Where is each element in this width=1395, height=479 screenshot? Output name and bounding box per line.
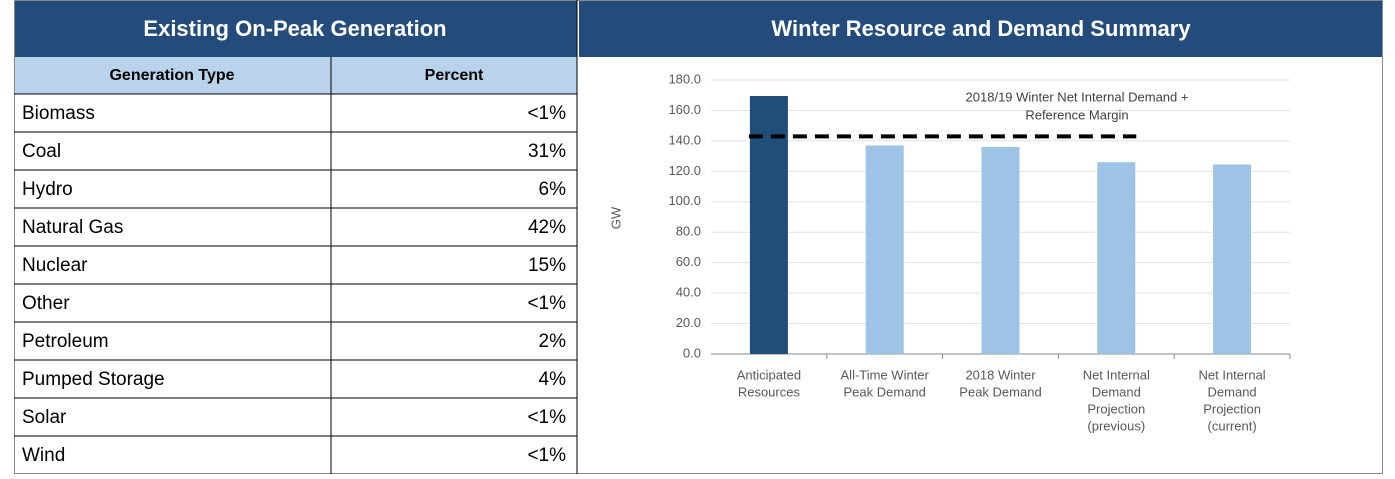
cell: Nuclear <box>22 255 88 276</box>
x-tick-label: Projection <box>1087 401 1145 416</box>
cell: <1% <box>527 445 566 466</box>
bar <box>1213 164 1252 354</box>
bar <box>1097 162 1136 354</box>
x-tick-label: (previous) <box>1087 418 1145 433</box>
bar <box>865 145 904 354</box>
y-tick-label: 0.0 <box>683 345 701 360</box>
cell: Coal <box>22 141 61 162</box>
cell: 42% <box>528 217 566 238</box>
cell: 2% <box>539 331 567 352</box>
cell: Petroleum <box>22 331 109 352</box>
cell: Hydro <box>22 179 73 200</box>
y-tick-label: 20.0 <box>676 315 701 330</box>
x-tick-label: Demand <box>1208 384 1257 399</box>
chart-header <box>579 0 1383 57</box>
y-tick-label: 60.0 <box>676 254 701 269</box>
cell: 6% <box>539 179 567 200</box>
y-tick-label: 120.0 <box>668 163 701 178</box>
x-tick-label: All-Time Winter <box>841 367 930 382</box>
bar <box>749 95 788 354</box>
cell: <1% <box>527 103 566 124</box>
y-tick-label: 80.0 <box>676 224 701 239</box>
cell: Biomass <box>22 103 95 124</box>
chart-title: Winter Resource and Demand Summary <box>771 16 1191 41</box>
x-tick-label: Net Internal <box>1083 367 1150 382</box>
cell: 31% <box>528 141 566 162</box>
bar <box>981 146 1020 354</box>
x-tick-label: Peak Demand <box>844 384 926 399</box>
cell: Wind <box>22 445 65 466</box>
x-tick-label: (current) <box>1208 418 1257 433</box>
y-tick-label: 180.0 <box>668 71 701 86</box>
annotation: Reference Margin <box>1025 107 1128 122</box>
cell: <1% <box>527 407 566 428</box>
cell: Natural Gas <box>22 217 123 238</box>
cell: 15% <box>528 255 566 276</box>
y-axis-label: GW <box>608 206 623 229</box>
x-tick-label: Demand <box>1092 384 1141 399</box>
x-tick-label: Resources <box>738 384 801 399</box>
cell: <1% <box>527 293 566 314</box>
y-tick-label: 100.0 <box>668 193 701 208</box>
x-tick-label: Peak Demand <box>959 384 1041 399</box>
cell: Pumped Storage <box>22 369 165 390</box>
cell: Other <box>22 293 70 314</box>
y-tick-label: 140.0 <box>668 132 701 147</box>
cell: Solar <box>22 407 67 428</box>
x-tick-label: Projection <box>1203 401 1261 416</box>
table-title: Existing On-Peak Generation <box>143 16 446 41</box>
column-label: Percent <box>425 67 484 84</box>
table-header <box>14 0 577 57</box>
column-header <box>14 57 577 94</box>
y-tick-label: 40.0 <box>676 285 701 300</box>
x-tick-label: Anticipated <box>737 367 801 382</box>
column-label: Generation Type <box>109 67 234 84</box>
cell: 4% <box>539 369 567 390</box>
annotation: 2018/19 Winter Net Internal Demand + <box>966 89 1189 104</box>
y-tick-label: 160.0 <box>668 102 701 117</box>
x-tick-label: 2018 Winter <box>965 367 1036 382</box>
x-tick-label: Net Internal <box>1198 367 1265 382</box>
